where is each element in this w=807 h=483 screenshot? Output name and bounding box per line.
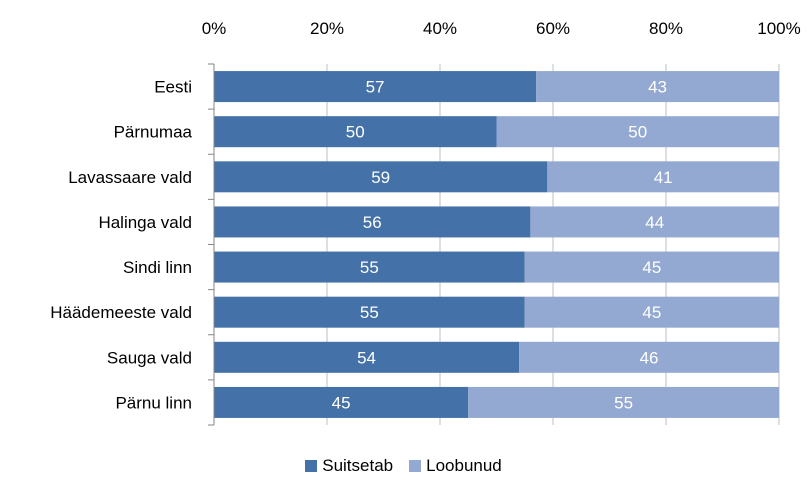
legend-item-loobunud: Loobunud [409,456,502,476]
bar-suitsetab-5 [214,296,525,328]
category-label: Halinga vald [98,213,192,232]
bar-loobunud-2 [547,161,779,193]
x-tick-label: 100% [757,19,800,38]
data-label: 46 [640,348,659,367]
legend-swatch-suitsetab [305,460,318,472]
x-tick-label: 60% [536,19,570,38]
bar-suitsetab-1 [214,116,497,148]
category-label: Eesti [154,78,192,97]
category-labels: Eesti Pärnumaa Lavassaare vald Halinga vald… [50,78,192,413]
data-label: 45 [642,258,661,277]
x-tick-label: 0% [202,19,227,38]
bar-loobunud-5 [524,296,779,328]
legend-label-loobunud: Loobunud [426,456,502,475]
data-label: 50 [628,123,647,142]
category-label: Lavassaare vald [68,168,192,187]
bar-suitsetab-4 [214,251,525,283]
x-tick-label: 40% [423,19,457,38]
bar-suitsetab-0 [214,71,537,103]
bar-loobunud-7 [468,386,779,418]
bar-loobunud-1 [496,116,779,148]
data-label: 54 [357,348,376,367]
category-label: Sauga vald [107,348,192,367]
bar-suitsetab-2 [214,161,548,193]
bar-suitsetab-3 [214,206,531,238]
legend-swatch-loobunud [409,460,422,472]
x-tick-label: 80% [649,19,683,38]
bar-loobunud-6 [519,341,779,373]
x-tick-label: 20% [310,19,344,38]
data-label: 44 [645,213,664,232]
category-label: Pärnumaa [114,123,193,142]
data-label: 43 [648,78,667,97]
bar-loobunud-4 [524,251,779,283]
data-label: 56 [363,213,382,232]
x-tick-labels: 0% 20% 40% 60% 80% 100% [202,19,801,38]
bar-loobunud-0 [536,71,779,103]
data-labels: 57 43 50 50 59 41 56 44 55 45 55 45 54 46 45 55 [332,78,673,413]
legend-item-suitsetab: Suitsetab [305,456,393,476]
bar-suitsetab-6 [214,341,520,373]
data-label: 55 [360,258,379,277]
data-label: 55 [360,303,379,322]
category-label: Pärnu linn [115,393,192,412]
data-label: 55 [614,393,633,412]
bars [214,71,779,418]
category-label: Häädemeeste vald [50,303,192,322]
bar-suitsetab-7 [214,386,469,418]
legend: Suitsetab Loobunud [0,454,807,478]
data-label: 57 [366,78,385,97]
data-label: 45 [642,303,661,322]
legend-label-suitsetab: Suitsetab [322,456,394,475]
axes [208,63,215,426]
data-label: 59 [371,168,390,187]
data-label: 50 [346,123,365,142]
bar-loobunud-3 [530,206,779,238]
category-label: Sindi linn [123,258,192,277]
data-label: 41 [654,168,673,187]
data-label: 45 [332,393,351,412]
